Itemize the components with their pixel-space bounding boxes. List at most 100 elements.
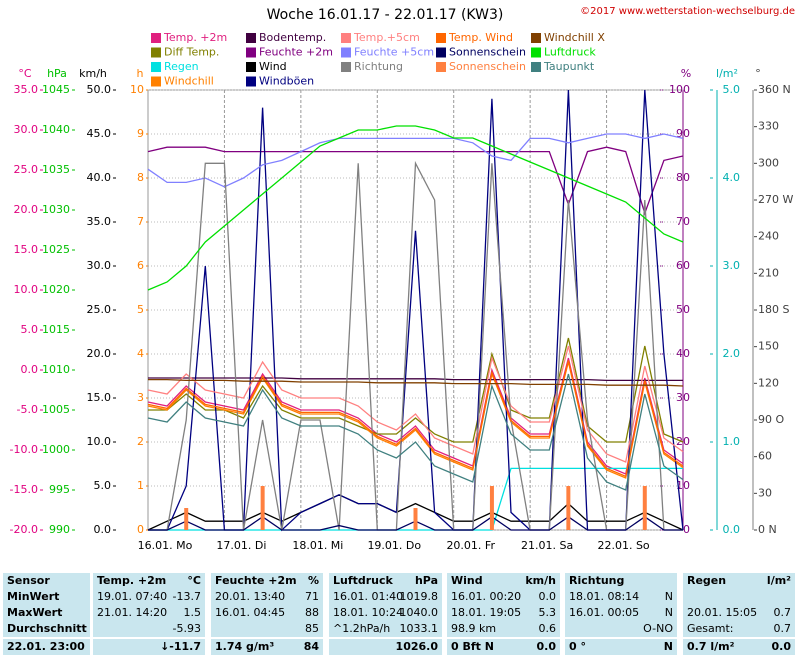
y-tick-label: 30.0	[87, 259, 112, 272]
y-tick-label: 15.0	[14, 243, 39, 256]
y-tick-label: 3	[137, 391, 144, 404]
cell-text: 16.01. 01:40	[333, 590, 404, 603]
cell-text: 19.01. 07:40	[97, 590, 168, 603]
cell-text: MaxWert	[7, 606, 63, 619]
table-cell: Temp. +2m °C	[93, 573, 205, 589]
legend-swatch	[151, 33, 161, 43]
legend-label: Sonnenschein	[449, 46, 526, 59]
sun-bar	[184, 508, 189, 530]
cell-text: 1.5	[183, 606, 202, 619]
y-tick-label: 1015	[42, 323, 70, 336]
table-cell: 20.01. 15:05 0.7	[683, 605, 795, 621]
cell-text: 1026.0	[395, 640, 438, 653]
axis-unit: %	[681, 67, 691, 80]
y-tick-label: 40.0	[87, 171, 112, 184]
legend-swatch	[151, 76, 161, 87]
cell-text: Regen	[687, 574, 727, 587]
series-line	[148, 160, 683, 531]
table-cell: Richtung	[565, 573, 677, 589]
legend-swatch	[436, 47, 446, 58]
legend-label: Temp.+5cm	[353, 31, 420, 44]
sun-bar	[566, 486, 571, 530]
table-cell: 18.01. 19:05 5.3	[447, 605, 560, 621]
cell-text: km/h	[525, 574, 556, 587]
y-tick-label: 0	[683, 523, 690, 536]
table-cell: 19.01. 07:40 -13.7	[93, 589, 205, 605]
sun-bar	[413, 508, 418, 530]
legend-label: Wind	[259, 60, 287, 73]
y-tick-label: 5.0	[94, 479, 112, 492]
cell-text: %	[307, 574, 319, 587]
table-row: Sensor Temp. +2m °C Feuchte +2m% Luftdruck hP…	[0, 573, 800, 589]
x-tick-label: 20.01. Fr	[446, 539, 495, 552]
table-row: MaxWert 21.01. 14:20 1.5 16.01. 04:45 88 18.0…	[0, 605, 800, 621]
cell-text: 0.7	[773, 622, 792, 635]
y-tick-label: 50.0	[87, 83, 112, 96]
y-tick-label: 300	[758, 156, 779, 169]
table-cell: 18.01. 10:24 1040.0	[329, 605, 442, 621]
y-tick-label: 0.0	[723, 523, 741, 536]
copyright: ©2017 www.wetterstation-wechselburg.de	[580, 6, 795, 17]
x-tick-label: 17.01. Di	[216, 539, 266, 552]
cell-text: -13.7	[172, 590, 201, 603]
legend-label: Bodentemp.	[259, 31, 326, 44]
y-tick-label: 1040	[42, 123, 70, 136]
cell-text: 20.01. 13:40	[215, 590, 286, 603]
legend-label: Feuchte +2m	[259, 46, 333, 59]
cell-text: 71	[305, 590, 319, 603]
y-tick-label: 6	[137, 259, 144, 272]
legend-swatch	[246, 76, 256, 87]
x-tick-label: 21.01. Sa	[521, 539, 573, 552]
legend-label: Regen	[164, 60, 199, 73]
y-tick-label: 360 N	[758, 83, 791, 96]
legend-swatch	[246, 47, 256, 58]
table-cell: Regen l/m²	[683, 573, 795, 589]
y-tick-label: 1045	[42, 83, 70, 96]
y-tick-label: 1010	[42, 363, 70, 376]
cell-text: 18.01. 08:14	[569, 590, 640, 603]
legend-swatch	[341, 47, 351, 58]
table-cell: 21.01. 14:20 1.5	[93, 605, 205, 621]
cell-text: Durchschnitt	[7, 622, 87, 635]
legend-swatch	[151, 62, 161, 72]
y-tick-label: 10	[130, 83, 144, 96]
y-tick-label: 5.0	[723, 83, 741, 96]
cell-text: N	[664, 590, 673, 603]
cell-text: Gesamt:	[687, 622, 734, 635]
table-cell	[683, 589, 795, 605]
legend-label: Richtung	[354, 60, 403, 73]
series-line	[147, 494, 684, 531]
y-tick-label: 1.0	[723, 435, 741, 448]
table-cell: Luftdruck hPa	[329, 573, 442, 589]
y-tick-label: 4	[137, 347, 144, 360]
cell-text: 18.01. 10:24	[333, 606, 404, 619]
y-tick-label: 35.0	[14, 83, 39, 96]
table-cell: ^1.2hPa/h 1033.1	[329, 621, 442, 637]
table-cell: 16.01. 00:20 0.0	[447, 589, 560, 605]
y-tick-label: 9	[137, 127, 144, 140]
table-cell: 22.01. 23:00	[3, 639, 90, 655]
axis-unit: h	[137, 67, 144, 80]
y-tick-label: 0.0	[94, 523, 112, 536]
y-tick-label: 7	[137, 215, 144, 228]
table-cell: 1026.0	[329, 639, 442, 655]
cell-text: 1033.1	[399, 622, 439, 635]
axis-unit: km/h	[79, 67, 107, 80]
y-tick-label: 90 O	[758, 413, 784, 426]
table-cell: 16.01. 04:45 88	[211, 605, 323, 621]
table-row: 22.01. 23:00 ↓-11.7 1.74 g/m³ 84 1026.0 0 Bft…	[0, 639, 800, 655]
table-cell: 98.9 km 0.6	[447, 621, 560, 637]
table-cell: 0 Bft N 0.0	[447, 639, 560, 655]
legend-swatch	[341, 33, 351, 43]
y-tick-label: 5	[137, 303, 144, 316]
y-tick-label: 995	[49, 483, 70, 496]
table-cell: Sensor	[3, 573, 90, 589]
legend-label: Luftdruck	[544, 46, 596, 59]
y-tick-label: 0	[137, 523, 144, 536]
cell-text: 98.9 km	[451, 622, 497, 635]
cell-text: Sensor	[7, 574, 50, 587]
cell-text: Temp. +2m	[97, 574, 167, 587]
y-tick-label: 990	[49, 523, 70, 536]
table-cell: Gesamt: 0.7	[683, 621, 795, 637]
y-tick-label: -10.0	[10, 443, 38, 456]
